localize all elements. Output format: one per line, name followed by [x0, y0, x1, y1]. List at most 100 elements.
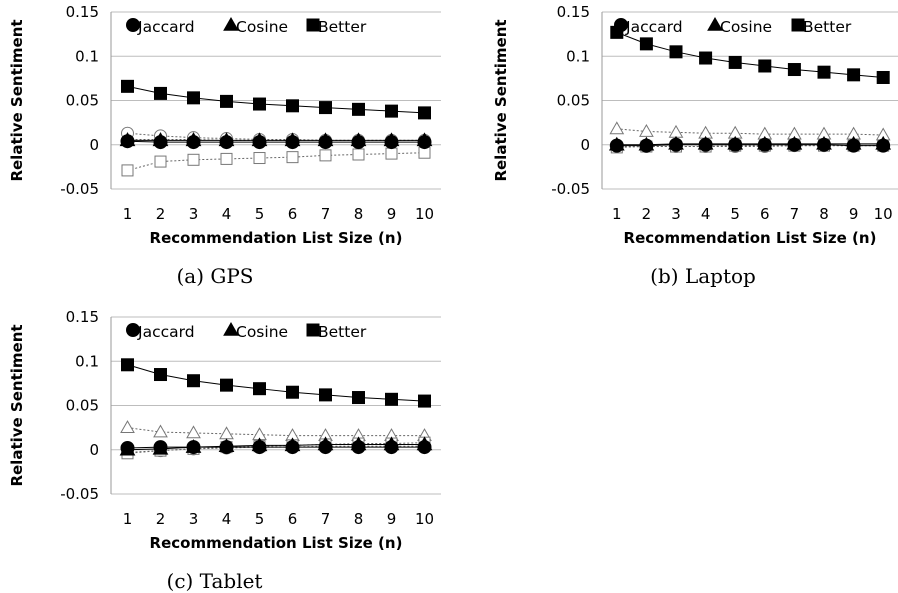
tablet-legend-triangle-icon [223, 321, 239, 336]
tablet-data-point [121, 358, 134, 372]
tablet-ytick-label: 0.1 [75, 352, 99, 370]
tablet-xtick-label: 1 [123, 510, 133, 528]
tablet-data-point [186, 425, 201, 439]
laptop-data-point [697, 135, 714, 150]
laptop-data-point [845, 135, 862, 150]
gps-ytick-label: -0.05 [60, 180, 99, 198]
laptop-ytick-label: 0 [580, 136, 590, 154]
laptop-xtick-label: 3 [671, 205, 681, 223]
tablet-ytick-label: 0.15 [66, 308, 99, 326]
laptop-legend-square-icon [791, 18, 805, 32]
gps-xtick-label: 4 [222, 205, 232, 223]
laptop-xtick-label: 7 [790, 205, 800, 223]
tablet-data-point [385, 392, 398, 406]
tablet-xtick-label: 2 [156, 510, 166, 528]
gps-xtick-label: 8 [354, 205, 364, 223]
laptop-data-point [639, 123, 654, 137]
laptop-series-cosine [608, 135, 892, 151]
gps-xtick-label: 1 [123, 205, 133, 223]
tablet-series-jaccard [120, 440, 432, 455]
laptop-series-better [610, 25, 890, 84]
gps-data-point [251, 132, 268, 147]
gps-xtick-label: 3 [189, 205, 199, 223]
gps-x-axis-title: Recommendation List Size (n) [150, 229, 403, 247]
gps-series-line [127, 132, 425, 141]
laptop-xtick-label: 2 [642, 205, 652, 223]
tablet-data-point [219, 426, 234, 440]
laptop-data-point [756, 135, 773, 150]
laptop-legend-triangle-icon [707, 16, 723, 31]
gps-data-point [119, 132, 136, 147]
tablet-data-point [220, 378, 233, 392]
gps-ytick-label: 0.15 [66, 3, 99, 21]
laptop-x-axis-title: Recommendation List Size (n) [624, 229, 877, 247]
gps-data-point [220, 152, 233, 165]
tablet-data-point [119, 441, 136, 456]
tablet-data-point [284, 437, 301, 452]
gps-legend-square-icon [306, 18, 320, 32]
tablet-xtick-label: 7 [321, 510, 331, 528]
laptop-xtick-label: 5 [730, 205, 740, 223]
gps-xtick-label: 2 [156, 205, 166, 223]
gps-ytick-label: 0.1 [75, 47, 99, 65]
laptop-legend-circle-icon [614, 18, 628, 32]
tablet-data-point [152, 440, 169, 455]
gps-xtick-label: 5 [255, 205, 265, 223]
gps-legend-triangle-icon [223, 16, 239, 31]
laptop-data-point [875, 135, 892, 150]
laptop-series-line [616, 145, 884, 148]
caption-laptop: (b) Laptop [650, 264, 756, 288]
gps-series-line [127, 85, 425, 114]
gps-data-point [385, 147, 398, 160]
laptop-data-point [787, 63, 801, 77]
laptop-data-point [609, 121, 625, 135]
gps-data-point [152, 132, 169, 147]
tablet-data-point [120, 420, 135, 433]
caption-tablet: (c) Tablet [166, 569, 263, 593]
tablet-data-point [253, 382, 266, 396]
laptop-data-point [816, 135, 832, 150]
gps-data-point [385, 104, 398, 118]
gps-data-point [218, 132, 235, 147]
laptop-data-point [786, 135, 803, 150]
tablet-data-point [187, 374, 200, 388]
gps-legend-label: Jaccard [137, 18, 195, 36]
gps-data-point [187, 153, 200, 166]
tablet-legend-label: Better [318, 323, 367, 341]
gps-data-point [319, 101, 332, 115]
laptop-xtick-label: 4 [701, 205, 711, 223]
gps-xtick-label: 7 [321, 205, 331, 223]
tablet-data-point [416, 436, 433, 451]
tablet-legend-square-icon [306, 323, 320, 337]
gps-data-point [418, 106, 431, 120]
gps-data-point [352, 102, 365, 116]
gps-data-point [350, 132, 367, 147]
laptop-data-point [668, 135, 684, 150]
laptop-data-point [728, 55, 742, 69]
gps-data-point [416, 132, 433, 147]
laptop-ytick-label: -0.05 [551, 180, 590, 198]
chart-laptop-svg: 0.15 0.1 0.05 0 -0.05 1 2 3 4 5 6 7 8 9 10 Recommendati… [492, 3, 898, 247]
gps-ytick-label: 0.05 [66, 92, 99, 110]
laptop-ytick-label: 0.05 [557, 92, 590, 110]
laptop-data-point [817, 65, 831, 79]
gps-data-point [253, 97, 266, 111]
laptop-xtick-label: 8 [819, 205, 829, 223]
tablet-legend: Jaccard Cosine Better [126, 321, 367, 341]
gps-series-jaccard [120, 134, 432, 150]
gps-series-circle-hollow [121, 126, 431, 147]
gps-data-point [154, 86, 167, 100]
caption-gps: (a) GPS [176, 264, 254, 288]
laptop-data-point [727, 135, 744, 150]
tablet-ytick-label: 0.05 [66, 397, 99, 415]
tablet-ytick-label: -0.05 [60, 485, 99, 503]
tablet-xtick-label: 9 [387, 510, 397, 528]
tablet-series-triangle-hollow [120, 420, 432, 441]
chart-gps: 0.15 0.1 0.05 0 -0.05 1 2 3 4 5 6 7 8 9 10 Recommendati… [0, 0, 441, 255]
laptop-series-line [616, 31, 884, 78]
tablet-x-axis-title: Recommendation List Size (n) [150, 534, 403, 552]
tablet-data-point [383, 436, 400, 451]
laptop-xtick-label: 6 [760, 205, 770, 223]
gps-data-point [154, 155, 167, 168]
tablet-series-better [121, 358, 431, 408]
